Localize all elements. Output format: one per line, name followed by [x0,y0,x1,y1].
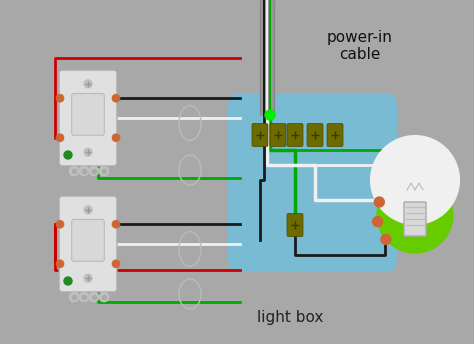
Circle shape [84,206,92,214]
Circle shape [84,148,92,156]
FancyBboxPatch shape [59,70,117,166]
Circle shape [56,134,64,142]
Circle shape [371,136,459,224]
Circle shape [373,217,383,227]
Circle shape [56,260,64,268]
Circle shape [79,166,89,176]
FancyBboxPatch shape [404,202,426,236]
Circle shape [79,292,89,302]
Circle shape [374,197,384,207]
Circle shape [69,166,79,176]
Circle shape [377,177,453,253]
Circle shape [84,274,92,282]
Circle shape [69,292,79,302]
FancyBboxPatch shape [228,93,397,272]
FancyBboxPatch shape [287,214,303,237]
Text: light box: light box [257,310,323,325]
Circle shape [64,151,72,159]
Circle shape [56,220,64,228]
FancyBboxPatch shape [307,123,323,147]
Circle shape [64,277,72,285]
Circle shape [112,220,120,228]
Circle shape [112,134,120,142]
Circle shape [89,292,99,302]
Circle shape [381,234,391,245]
Circle shape [112,260,120,268]
FancyBboxPatch shape [59,196,117,292]
Circle shape [265,110,275,120]
Circle shape [112,94,120,102]
FancyBboxPatch shape [72,94,104,135]
FancyBboxPatch shape [252,123,268,147]
Circle shape [99,292,109,302]
Circle shape [89,166,99,176]
Text: power-in
cable: power-in cable [327,30,393,62]
Circle shape [99,166,109,176]
FancyBboxPatch shape [270,123,286,147]
FancyBboxPatch shape [327,123,343,147]
Circle shape [84,80,92,88]
FancyBboxPatch shape [72,219,104,261]
Circle shape [56,94,64,102]
FancyBboxPatch shape [287,123,303,147]
